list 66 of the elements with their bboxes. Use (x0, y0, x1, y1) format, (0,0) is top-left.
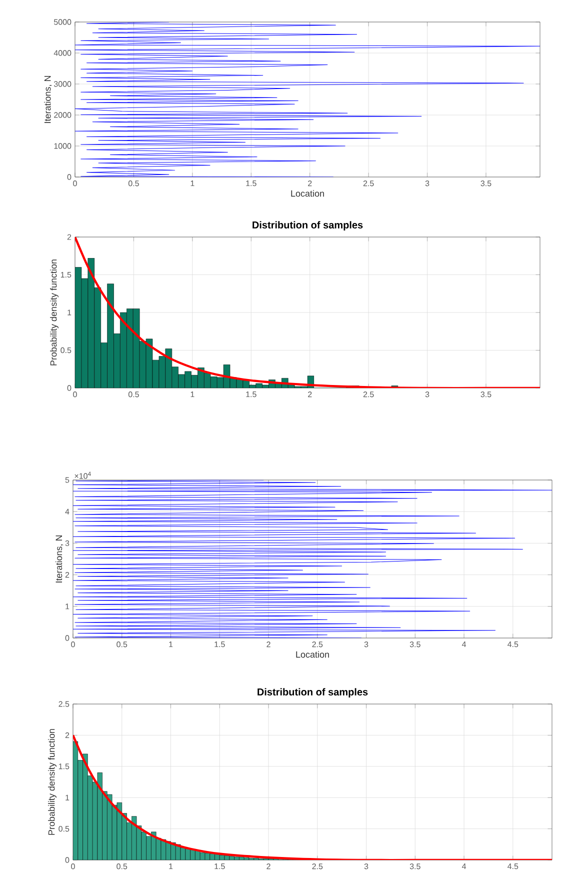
x-axis-title: Location (296, 651, 329, 658)
y-axis-title: Iterations, N (44, 76, 52, 123)
x-tick-label: 4.5 (508, 642, 518, 648)
x-tick-label: 1 (190, 392, 194, 398)
x-tick-label: 1.5 (214, 642, 225, 648)
x-tick-label: 2 (266, 642, 270, 648)
x-tick-label: 3.5 (410, 864, 420, 870)
y-tick-label: 4 (65, 508, 70, 514)
x-tick-label: 3 (425, 392, 430, 398)
y-tick-label: 2.5 (58, 701, 70, 707)
x-tick-label: 3 (364, 642, 368, 648)
x-tick-label: 4.5 (508, 864, 518, 870)
y-tick-label: 1 (66, 604, 70, 610)
y-tick-label: 1.5 (58, 764, 70, 770)
x-tick-label: 4 (462, 642, 466, 648)
x-tick-label: 2 (308, 392, 312, 398)
x-tick-label: 3.5 (480, 392, 492, 398)
y-tick-label: 0.5 (60, 347, 72, 354)
x-tick-label: 2.5 (312, 642, 323, 648)
y-tick-label: 0 (65, 635, 70, 641)
y-tick-label: 2 (65, 572, 70, 578)
y-tick-label: 5 (65, 477, 70, 483)
x-tick-label: 3.5 (410, 642, 420, 648)
chart-title: Distribution of samples (252, 221, 363, 230)
x-tick-label: 1 (190, 180, 194, 186)
x-tick-label: 2.5 (363, 180, 374, 186)
x-tick-label: 2.5 (363, 392, 374, 398)
y-tick-label: 2000 (54, 112, 72, 118)
y-tick-label: 3000 (54, 81, 72, 87)
y-tick-label: 1000 (54, 143, 72, 149)
x-tick-label: 1.5 (246, 180, 256, 186)
x-tick-label: 3 (364, 864, 368, 870)
y-tick-label: 4000 (54, 50, 72, 56)
y-tick-label: 1.5 (60, 272, 72, 278)
y-tick-label: 0 (67, 174, 72, 180)
x-tick-label: 0 (73, 180, 77, 186)
x-tick-label: 3 (425, 180, 430, 186)
text: ×10$^{4}$ (74, 472, 91, 479)
x-tick-label: 3.5 (480, 180, 492, 186)
x-tick-label: 1 (169, 864, 173, 870)
x-tick-label: 4 (462, 864, 466, 870)
x-tick-label: 0.5 (128, 392, 139, 398)
chart-title: Distribution of samples (258, 688, 368, 698)
x-tick-label: 1.5 (246, 392, 256, 398)
y-tick-label: 1 (66, 794, 70, 800)
y-axis-title: Probability density function (50, 260, 58, 366)
x-tick-label: 2 (266, 864, 270, 870)
y-axis-title: Probability density function (48, 729, 56, 835)
y-tick-label: 5000 (54, 19, 72, 25)
y-tick-label: 2 (65, 732, 70, 738)
x-tick-label: 0.5 (128, 180, 139, 186)
y-tick-label: 2 (67, 234, 72, 240)
y-tick-label: 0.5 (58, 826, 70, 832)
x-tick-label: 0.5 (116, 642, 128, 648)
y-tick-label: 1 (68, 310, 72, 316)
x-tick-label: 0.5 (116, 864, 128, 870)
x-tick-label: 0 (73, 392, 77, 398)
y-tick-label: 3 (65, 540, 70, 546)
y-axis-title: Iterations, N (55, 535, 64, 582)
x-tick-label: 2.5 (312, 864, 323, 870)
y-tick-label: 0 (67, 385, 72, 391)
y-tick-label: 0 (65, 857, 70, 863)
x-tick-label: 1.5 (214, 864, 225, 870)
x-tick-label: 1 (169, 642, 173, 648)
x-axis-title: Location (291, 190, 324, 197)
x-tick-label: 2 (308, 180, 312, 186)
